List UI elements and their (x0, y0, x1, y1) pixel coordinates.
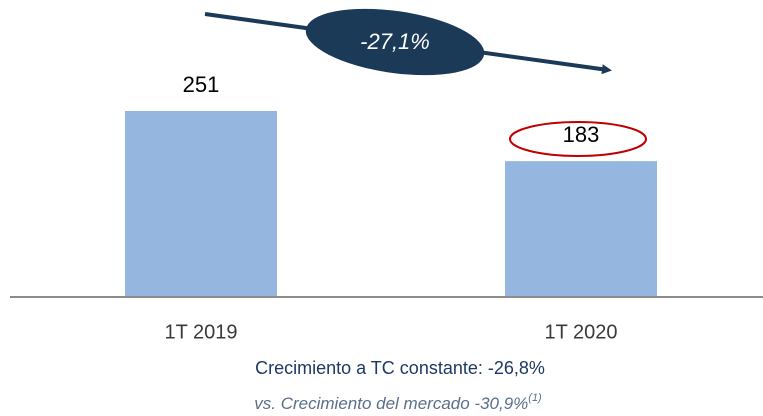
highlight-ring (509, 121, 647, 157)
value-label: 251 (183, 72, 220, 97)
constant-growth: Crecimiento a TC constante: -26,8% (255, 358, 545, 378)
footnote: (1) (528, 392, 542, 404)
x-tick-label: 1T 2019 (164, 321, 237, 343)
change-label: -27,1% (360, 29, 430, 54)
value-label: 183 (563, 122, 600, 147)
x-tick-label: 1T 2020 (544, 321, 617, 343)
market-growth: vs. Crecimiento del mercado -30,9% (254, 394, 528, 413)
bar (125, 111, 277, 296)
bar (505, 161, 657, 296)
change-bubble (305, 8, 485, 76)
market-growth-line: vs. Crecimiento del mercado -30,9%(1) (254, 392, 542, 414)
